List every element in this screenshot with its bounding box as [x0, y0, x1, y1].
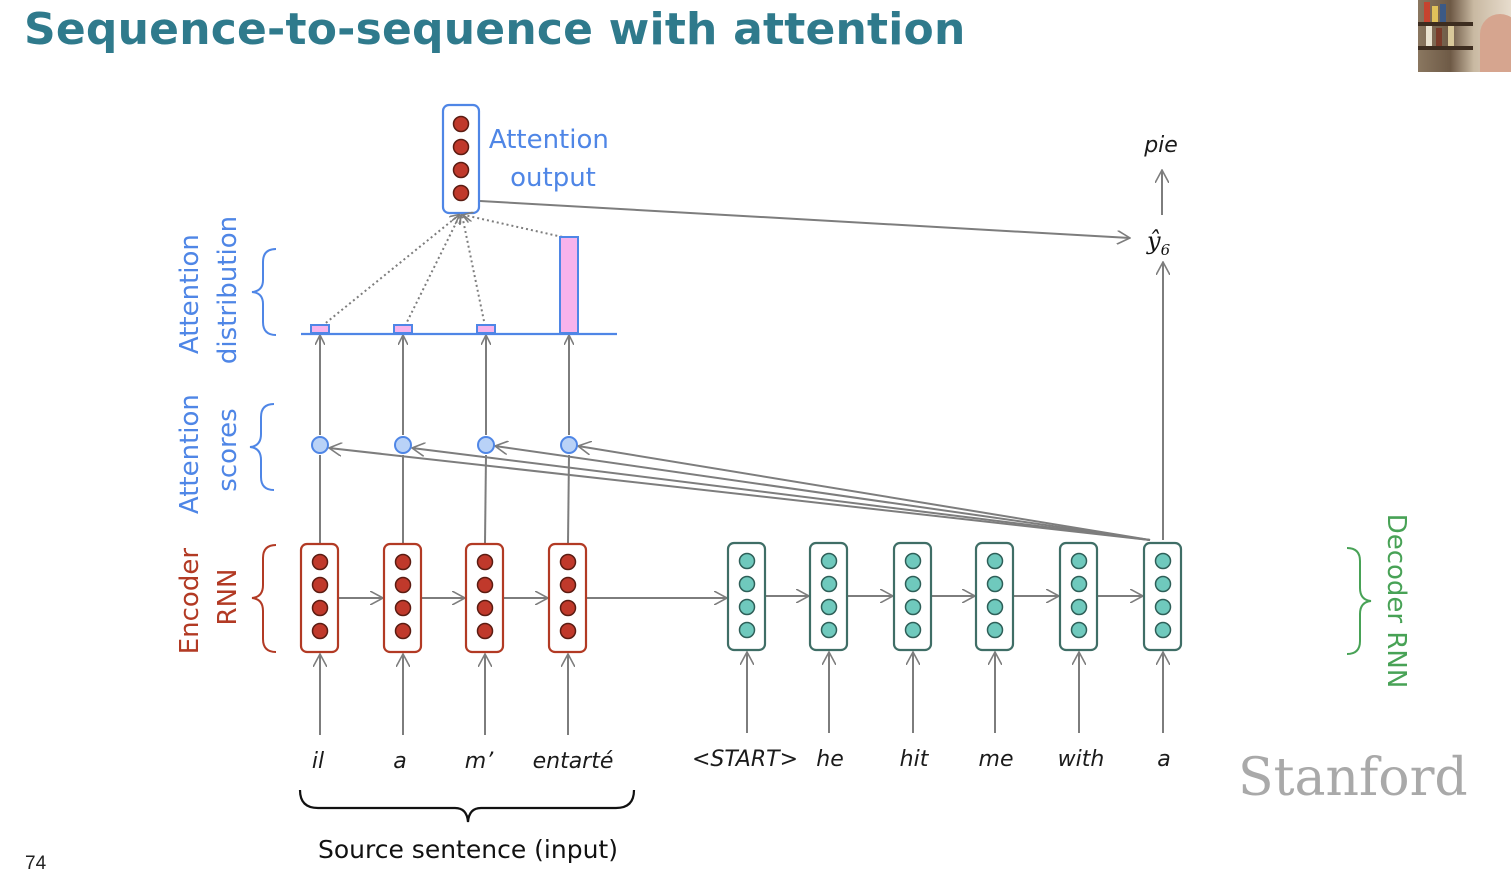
encoder-cell	[464, 542, 505, 654]
encoder-rnn-brace	[251, 544, 277, 653]
slide-title: Sequence-to-sequence with attention	[24, 4, 966, 55]
attention-weight-bar	[393, 324, 413, 334]
target-word: with	[1058, 747, 1105, 772]
encoder-cell	[299, 542, 340, 654]
attention-weight-bar	[310, 324, 330, 334]
attention-output-label: Attention output	[489, 125, 617, 193]
target-word: hit	[900, 747, 930, 772]
attention-weight-bar	[559, 236, 579, 334]
source-word: a	[393, 749, 406, 774]
decoder-rnn-brace	[1346, 547, 1372, 655]
decoder-cell	[726, 541, 767, 652]
attention-distribution-brace	[251, 248, 277, 336]
stanford-watermark: Stanford	[1238, 748, 1468, 808]
source-sentence-brace	[298, 789, 636, 823]
attention-distribution-label: Attention distribution	[175, 216, 243, 364]
source-word: il	[312, 749, 324, 774]
attention-scores-brace	[249, 403, 275, 491]
encoder-cell	[547, 542, 588, 654]
target-word: a	[1157, 747, 1170, 772]
source-word: entarté	[533, 749, 614, 774]
encoder-rnn-cells	[299, 542, 588, 654]
source-words: il a m’ entarté	[312, 749, 614, 774]
decoder-cell	[1142, 541, 1183, 652]
decoder-rnn-label: Decoder RNN	[1381, 514, 1411, 689]
decoder-rnn-cells	[726, 541, 1183, 652]
decoder-to-score-arrows	[329, 446, 1151, 541]
recurrent-arrows	[339, 596, 1143, 598]
page-number: 74	[25, 853, 47, 874]
target-word: <START>	[692, 747, 798, 772]
source-word: m’	[465, 749, 494, 774]
encoder-rnn-label: Encoder RNN	[175, 540, 243, 655]
target-word: he	[816, 747, 843, 772]
webcam-thumbnail	[1418, 0, 1511, 72]
target-word: me	[979, 747, 1014, 772]
attention-distribution-bars	[310, 236, 579, 334]
encoder-to-score-arrows	[320, 336, 569, 544]
decoder-cell	[1058, 541, 1099, 652]
output-word: pie	[1143, 133, 1178, 158]
attention-score-nodes	[311, 436, 578, 454]
decoder-cell	[974, 541, 1015, 652]
attention-output-vector	[441, 103, 481, 215]
source-sentence-label: Source sentence (input)	[318, 835, 618, 864]
weighted-sum-lines	[321, 215, 568, 327]
attention-scores-label: Attention scores	[175, 386, 243, 514]
target-words: <START> he hit me with a	[692, 747, 1171, 772]
encoder-cell	[382, 542, 423, 654]
decoder-cell	[808, 541, 849, 652]
input-arrows	[320, 652, 1163, 735]
attention-weight-bar	[476, 324, 496, 334]
output-yhat: ŷ6	[1146, 227, 1171, 259]
decoder-cell	[892, 541, 933, 652]
